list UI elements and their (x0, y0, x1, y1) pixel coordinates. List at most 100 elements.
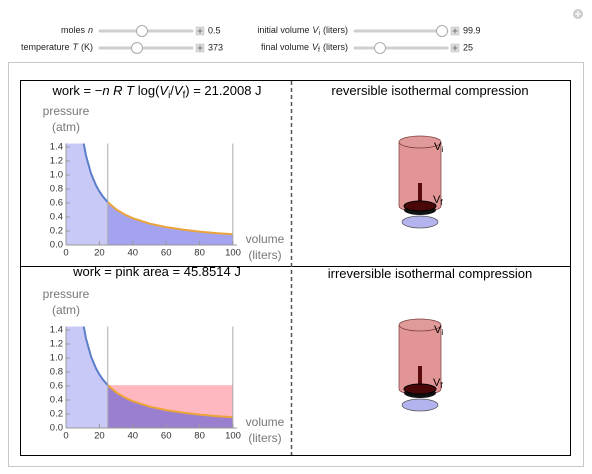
text-part: initial volume (257, 25, 309, 35)
y-tick-label: 0.0 (50, 240, 63, 251)
text-part: i (318, 30, 320, 37)
text-part: i (168, 90, 170, 101)
text-part: i (441, 328, 443, 337)
x-tick-label: 40 (128, 431, 139, 442)
y-tick-label: 0.6 (50, 198, 63, 209)
expand-icon (452, 45, 458, 51)
control-value: 373 (208, 42, 223, 52)
text-part: i (441, 145, 443, 154)
text-part: log( (134, 83, 160, 98)
area-fill (107, 202, 233, 245)
x-tick-label: 100 (225, 431, 241, 442)
slider-thumb[interactable] (136, 25, 148, 37)
x-tick-label: 20 (94, 431, 105, 442)
slider-thumb[interactable] (436, 25, 448, 37)
x-tick-label: 80 (194, 431, 205, 442)
y-tick-label: 0.6 (50, 381, 63, 392)
control-value: 0.5 (208, 25, 221, 35)
slider-thumb[interactable] (131, 42, 143, 54)
text-part: V (434, 141, 442, 153)
x-tick-label: 40 (128, 248, 139, 259)
cylinder (398, 318, 442, 412)
x-axis-label: volume (246, 232, 285, 246)
control-value: 25 (463, 42, 473, 52)
area-fill (66, 326, 108, 428)
cylinder-base (401, 215, 439, 229)
panel-heading: irreversible isothermal compression (328, 266, 532, 281)
expand-icon (197, 28, 203, 34)
curve (82, 143, 109, 203)
x-tick-label: 80 (194, 248, 205, 259)
y-tick-label: 1.4 (50, 142, 63, 153)
curve (107, 201, 234, 236)
y-tick-label: 1.0 (50, 353, 63, 364)
cylinder-label: Vi (434, 141, 443, 154)
cylinder-label: Vf (433, 194, 443, 207)
y-tick-label: 0.4 (50, 212, 63, 223)
piston-top (403, 383, 437, 395)
chart-title: work = pink area = 45.8514 J (72, 264, 241, 279)
chart-title: work = −n R T log(Vi/Vf) = 21.2008 J (51, 83, 261, 100)
cylinder-label: Vi (434, 324, 443, 337)
text-part: V (434, 324, 442, 336)
text-part: (liters) (323, 25, 348, 35)
y-tick-label: 1.2 (50, 339, 63, 350)
control-label: final volume Vf (liters) (261, 42, 348, 53)
y-tick-label: 0.0 (50, 423, 63, 434)
text-part: V (433, 377, 441, 389)
x-tick-label: 60 (161, 431, 172, 442)
area-fill (107, 385, 233, 428)
y-tick-label: 1.4 (50, 325, 63, 336)
y-tick-label: 0.8 (50, 184, 63, 195)
options-icon (575, 11, 581, 17)
x-tick-label: 0 (63, 248, 68, 259)
cylinder (398, 135, 442, 229)
text-part: (K) (81, 42, 93, 52)
text-part: n R T (102, 83, 135, 98)
control-label: moles n (61, 25, 93, 35)
y-tick-label: 0.2 (50, 226, 63, 237)
x-axis-label: volume (246, 415, 285, 429)
cylinder-top (398, 318, 442, 332)
text-part: moles (61, 25, 86, 35)
text-part: reversible isothermal compression (331, 83, 528, 98)
x-axis-label: (liters) (248, 248, 281, 262)
y-tick-label: 0.8 (50, 367, 63, 378)
text-part: f (440, 198, 443, 207)
y-tick-label: 0.4 (50, 395, 63, 406)
text-part: ) = 21.2008 J (185, 83, 261, 98)
text-part: V (174, 83, 184, 98)
text-part: final volume (261, 42, 309, 52)
x-tick-label: 60 (161, 248, 172, 259)
text-part: V (312, 25, 319, 35)
text-part: irreversible isothermal compression (328, 266, 532, 281)
y-axis-label: pressure (43, 104, 90, 118)
text-part: f (183, 90, 186, 101)
text-part: f (318, 47, 320, 54)
text-part: f (440, 381, 443, 390)
y-axis-label: (atm) (52, 303, 80, 317)
text-part: V (433, 194, 441, 206)
x-tick-label: 20 (94, 248, 105, 259)
curve (107, 384, 234, 419)
control-label: initial volume Vi (liters) (257, 25, 348, 36)
text-part: T (73, 42, 80, 52)
plot-area (66, 143, 234, 245)
y-axis-label: pressure (43, 287, 90, 301)
y-tick-label: 1.2 (50, 156, 63, 167)
text-part: V (312, 42, 319, 52)
piston-rod (418, 366, 422, 388)
grid-frame (20, 80, 571, 456)
slider-thumb[interactable] (374, 42, 386, 54)
y-tick-label: 0.2 (50, 409, 63, 420)
y-axis-label: (atm) (52, 120, 80, 134)
cylinder-label: Vf (433, 377, 443, 390)
text-part: n (88, 25, 93, 35)
panel-heading: reversible isothermal compression (331, 83, 528, 98)
expand-icon (452, 28, 458, 34)
area-fill (66, 143, 108, 245)
cylinder-base (401, 398, 439, 412)
text-part: temperature (21, 42, 70, 52)
y-tick-label: 1.0 (50, 170, 63, 181)
